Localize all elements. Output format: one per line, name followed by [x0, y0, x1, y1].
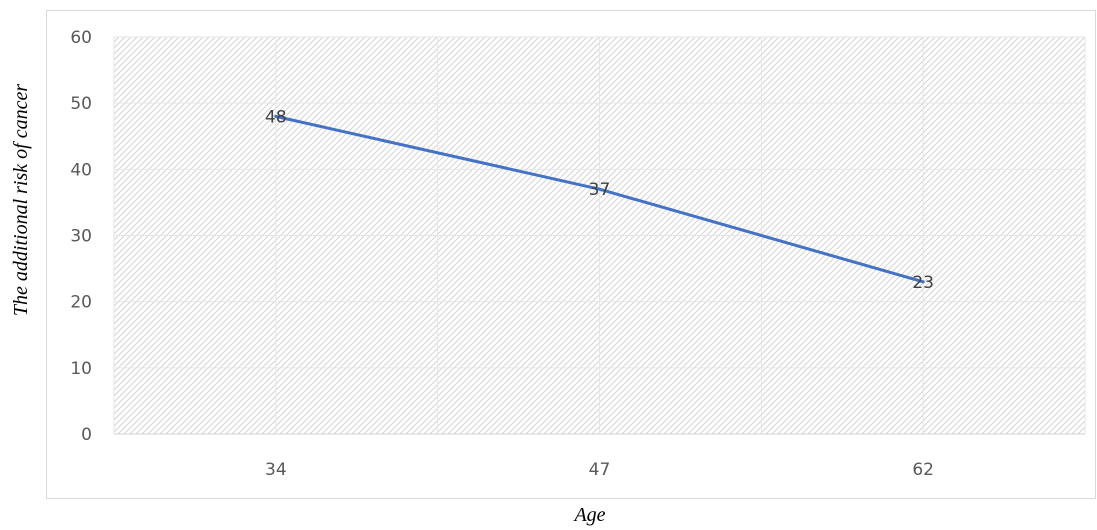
y-axis-title: The additional risk of cancer	[10, 84, 32, 316]
data-label-62: 23	[912, 273, 934, 293]
x-tick-label-47: 47	[589, 460, 611, 480]
data-point-34	[274, 114, 278, 118]
x-axis-tick-labels: 34 47 62	[265, 460, 934, 480]
y-tick-label-30: 30	[70, 227, 92, 247]
y-tick-label-40: 40	[70, 160, 92, 180]
data-labels: 48 37 23	[265, 107, 934, 292]
series-line-group	[274, 114, 925, 284]
y-tick-label-20: 20	[70, 293, 92, 313]
x-axis-title: Age	[572, 504, 605, 526]
y-axis-tick-labels: 0 10 20 30 40 50 60	[70, 28, 92, 445]
x-tick-label-34: 34	[265, 460, 287, 480]
x-tick-label-62: 62	[912, 460, 934, 480]
y-tick-label-10: 10	[70, 359, 92, 379]
y-tick-label-60: 60	[70, 28, 92, 48]
data-label-47: 37	[589, 180, 611, 200]
y-tick-label-50: 50	[70, 94, 92, 114]
data-label-34: 48	[265, 107, 287, 127]
y-tick-label-0: 0	[81, 425, 92, 445]
data-point-47	[598, 187, 601, 191]
gridlines	[113, 36, 1086, 435]
data-point-62	[921, 280, 925, 284]
